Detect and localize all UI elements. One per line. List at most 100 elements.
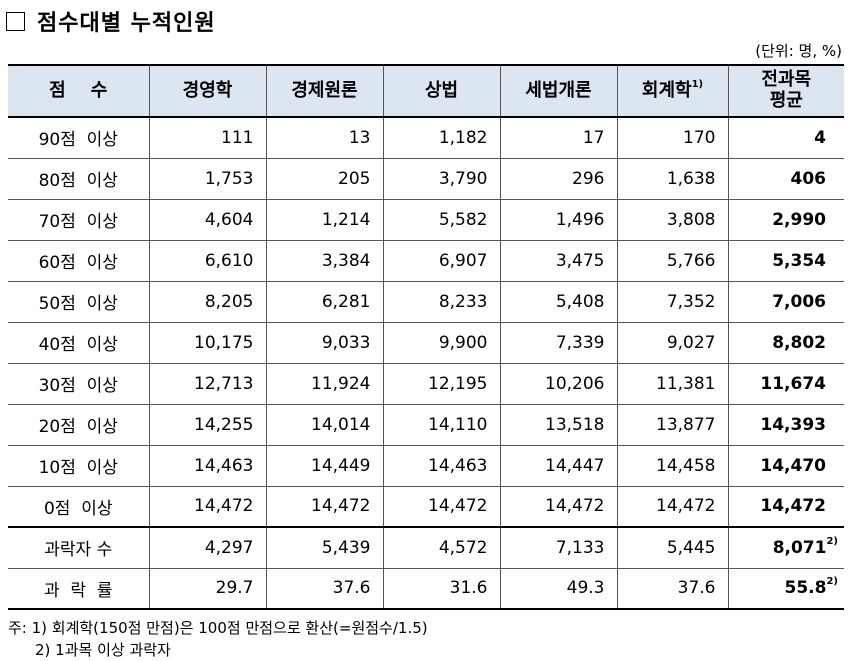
table-cell: 8,205	[148, 280, 267, 323]
table-cell: 1,753	[148, 157, 267, 200]
table-cell: 3,475	[499, 239, 618, 282]
average-cell: 55.82)	[727, 567, 844, 610]
table-cell: 10,175	[148, 321, 267, 364]
header-subject: 회계학1)	[616, 64, 729, 118]
average-value: 406	[790, 168, 827, 189]
table-cell: 1,214	[265, 198, 384, 241]
table-cell: 3,384	[265, 239, 384, 282]
average-value: 11,674	[760, 373, 826, 394]
table-row: 40점 이상 10,175 9,033 9,900 7,339 9,027 8,802	[8, 321, 844, 364]
average-value: 8,071	[772, 537, 827, 558]
table-cell: 111	[148, 116, 267, 159]
footnote-2: 2) 1과목 이상 과락자	[35, 641, 171, 659]
score-table: 점 수 경영학 경제원론 상법 세법개론 회계학1) 전과목 평균 90점 이상 1…	[8, 64, 844, 610]
row-label: 70점 이상	[8, 198, 150, 241]
average-value: 14,472	[760, 496, 826, 517]
table-cell: 14,255	[148, 403, 267, 446]
header-subject: 경영학	[148, 64, 267, 118]
table-cell: 14,110	[382, 403, 501, 446]
table-cell: 4,572	[382, 526, 501, 569]
table-cell: 14,463	[148, 444, 267, 487]
row-label: 50점 이상	[8, 280, 150, 323]
table-cell: 1,496	[499, 198, 618, 241]
row-label: 과 락 률	[8, 567, 150, 610]
average-value: 14,470	[760, 455, 826, 476]
average-value: 8,802	[772, 332, 826, 353]
row-label: 80점 이상	[8, 157, 150, 200]
table-cell: 170	[616, 116, 729, 159]
table-row: 과 락 률 29.7 37.6 31.6 49.3 37.6 55.82)	[8, 567, 844, 610]
table-cell: 17	[499, 116, 618, 159]
row-label: 0점 이상	[8, 485, 150, 528]
table-cell: 14,458	[616, 444, 729, 487]
footnote-1: 주: 1) 회계학(150점 만점)은 100점 만점으로 환산(=원점수/1.…	[8, 619, 428, 637]
table-cell: 13	[265, 116, 384, 159]
table-cell: 14,014	[265, 403, 384, 446]
average-cell: 5,354	[727, 239, 844, 282]
footnotes: 주: 1) 회계학(150점 만점)은 100점 만점으로 환산(=원점수/1.…	[8, 617, 428, 661]
table-cell: 1,638	[616, 157, 729, 200]
average-value: 5,354	[772, 250, 826, 271]
row-label: 60점 이상	[8, 239, 150, 282]
average-cell: 7,006	[727, 280, 844, 323]
table-cell: 7,133	[499, 526, 618, 569]
average-cell: 8,0712)	[727, 526, 844, 569]
header-subject: 상법	[382, 64, 501, 118]
header-subject: 세법개론	[499, 64, 618, 118]
row-label: 30점 이상	[8, 362, 150, 405]
footnote-marker: 2)	[826, 535, 838, 547]
row-label: 과락자 수	[8, 526, 150, 569]
average-value: 4	[814, 127, 826, 148]
footnote-marker: 1)	[691, 78, 704, 90]
table-cell: 6,610	[148, 239, 267, 282]
table-cell: 29.7	[148, 567, 267, 610]
table-cell: 37.6	[265, 567, 384, 610]
table-cell: 31.6	[382, 567, 501, 610]
header-average: 전과목 평균	[727, 64, 844, 118]
average-cell: 8,802	[727, 321, 844, 364]
table-cell: 14,449	[265, 444, 384, 487]
table-cell: 3,808	[616, 198, 729, 241]
average-value: 7,006	[772, 291, 826, 312]
table-cell: 13,518	[499, 403, 618, 446]
table-cell: 6,907	[382, 239, 501, 282]
table-cell: 9,027	[616, 321, 729, 364]
table-cell: 14,447	[499, 444, 618, 487]
table-cell: 5,408	[499, 280, 618, 323]
unit-label: (단위: 명, %)	[755, 42, 842, 60]
table-cell: 1,182	[382, 116, 501, 159]
checkbox-square-icon	[6, 11, 25, 31]
table-cell: 4,604	[148, 198, 267, 241]
average-cell: 14,472	[727, 485, 844, 528]
table-row: 50점 이상 8,205 6,281 8,233 5,408 7,352 7,006	[8, 280, 844, 323]
table-cell: 14,463	[382, 444, 501, 487]
table-cell: 13,877	[616, 403, 729, 446]
row-label: 20점 이상	[8, 403, 150, 446]
table-row: 70점 이상 4,604 1,214 5,582 1,496 3,808 2,990	[8, 198, 844, 241]
average-cell: 14,470	[727, 444, 844, 487]
table-cell: 6,281	[265, 280, 384, 323]
average-cell: 406	[727, 157, 844, 200]
row-label: 40점 이상	[8, 321, 150, 364]
table-cell: 14,472	[148, 485, 267, 528]
row-label: 10점 이상	[8, 444, 150, 487]
table-cell: 7,339	[499, 321, 618, 364]
table-row: 0점 이상 14,472 14,472 14,472 14,472 14,472 14,47…	[8, 485, 844, 528]
table-cell: 205	[265, 157, 384, 200]
header-score: 점 수	[8, 64, 150, 118]
title-row: 점수대별 누적인원	[6, 6, 216, 36]
footnote-marker: 2)	[826, 576, 838, 588]
table-cell: 9,900	[382, 321, 501, 364]
page-title: 점수대별 누적인원	[37, 11, 216, 36]
table-cell: 14,472	[265, 485, 384, 528]
table-row: 10점 이상 14,463 14,449 14,463 14,447 14,458 14,4…	[8, 444, 844, 487]
table-cell: 14,472	[616, 485, 729, 528]
table-cell: 8,233	[382, 280, 501, 323]
average-value: 14,393	[760, 414, 826, 435]
table-row: 20점 이상 14,255 14,014 14,110 13,518 13,877 14,3…	[8, 403, 844, 446]
average-value: 2,990	[772, 209, 826, 230]
average-cell: 2,990	[727, 198, 844, 241]
table-row: 과락자 수 4,297 5,439 4,572 7,133 5,445 8,0712)	[8, 526, 844, 569]
table-cell: 5,766	[616, 239, 729, 282]
row-label: 90점 이상	[8, 116, 150, 159]
